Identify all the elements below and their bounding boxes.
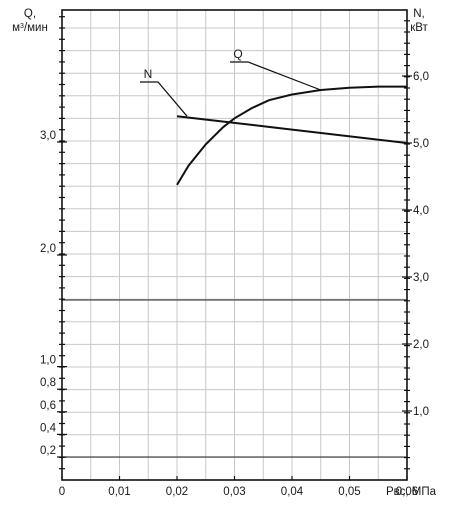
left-axis-unit-sup: 3 xyxy=(20,23,24,30)
left-tick-label: 1,0 xyxy=(40,355,56,367)
left-tick-label: 0,6 xyxy=(40,400,56,412)
series-q-leader xyxy=(230,61,322,91)
reference-lines xyxy=(62,299,407,458)
series-n-line xyxy=(176,115,408,144)
left-tick-label: 3,0 xyxy=(40,130,56,142)
x-tick-labels: 0 0,01 0,02 0,03 0,04 0,05 0,06 xyxy=(59,486,418,498)
left-axis-unit-rest: /мин xyxy=(24,22,48,34)
right-tick-label: 5,0 xyxy=(413,138,429,150)
right-axis-title-line1: N, xyxy=(413,8,425,20)
left-tick-label: 0,8 xyxy=(40,377,56,389)
left-tick-labels: 2,0 3,0 0,2 0,4 0,6 0,8 1,0 xyxy=(40,130,57,457)
grid xyxy=(62,10,407,480)
left-axis-unit-m: м xyxy=(12,22,20,34)
right-tick-label: 2,0 xyxy=(413,339,429,351)
x-tick-label: 0,03 xyxy=(223,486,245,498)
right-tick-label: 1,0 xyxy=(413,406,429,418)
left-axis-title-line2: м3/мин xyxy=(12,22,48,34)
right-axis-title-line2: кВт xyxy=(410,22,428,34)
x-tick-label: 0,01 xyxy=(108,486,130,498)
series-n-label: N xyxy=(144,67,153,81)
series-q-line xyxy=(176,85,407,186)
x-tick-label: 0,04 xyxy=(281,486,304,498)
x-tick-label: 0,02 xyxy=(166,486,188,498)
series: QN xyxy=(140,47,408,186)
series-q-label: Q xyxy=(233,47,242,61)
x-tick-label: 0,06 xyxy=(396,486,418,498)
right-tick-label: 6,0 xyxy=(413,71,429,83)
x-tick-label: 0,05 xyxy=(338,486,360,498)
x-axis-title: Рвс, МПа xyxy=(386,486,437,498)
x-tick-label: 0 xyxy=(59,486,65,498)
right-tick-label: 4,0 xyxy=(413,205,429,217)
right-tick-label: 3,0 xyxy=(413,272,429,284)
series-n-leader xyxy=(140,81,188,117)
right-tick-labels: 1,0 2,0 3,0 4,0 5,0 6,0 xyxy=(413,71,429,418)
left-axis-title-line1: Q, xyxy=(24,8,36,20)
left-tick-label: 2,0 xyxy=(40,243,56,255)
left-tick-label: 0,4 xyxy=(40,422,57,434)
tick-marks xyxy=(57,16,412,480)
left-tick-label: 0,2 xyxy=(40,445,56,457)
